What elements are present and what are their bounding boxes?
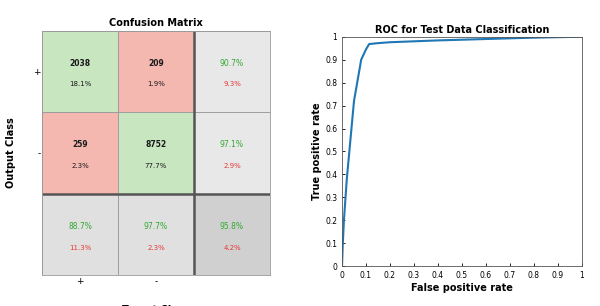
Text: 18.1%: 18.1% bbox=[69, 81, 91, 88]
Bar bbox=[118, 31, 194, 112]
Text: 209: 209 bbox=[148, 59, 164, 68]
Text: 2.9%: 2.9% bbox=[223, 163, 241, 169]
Bar bbox=[42, 31, 118, 112]
Text: 11.3%: 11.3% bbox=[69, 245, 91, 251]
Bar bbox=[118, 194, 194, 275]
Y-axis label: True positive rate: True positive rate bbox=[312, 103, 322, 200]
Text: 77.7%: 77.7% bbox=[145, 163, 167, 169]
X-axis label: False positive rate: False positive rate bbox=[411, 283, 513, 293]
Text: 4.2%: 4.2% bbox=[223, 245, 241, 251]
Title: ROC for Test Data Classification: ROC for Test Data Classification bbox=[375, 24, 549, 35]
Text: 97.7%: 97.7% bbox=[144, 222, 168, 231]
Text: 97.1%: 97.1% bbox=[220, 140, 244, 149]
X-axis label: Target Class: Target Class bbox=[122, 305, 190, 306]
Text: 1.9%: 1.9% bbox=[147, 81, 165, 88]
Text: 95.8%: 95.8% bbox=[220, 222, 244, 231]
Bar bbox=[194, 112, 270, 194]
Bar bbox=[42, 194, 118, 275]
Text: 9.3%: 9.3% bbox=[223, 81, 241, 88]
Y-axis label: Output Class: Output Class bbox=[7, 118, 16, 188]
Text: 2.3%: 2.3% bbox=[71, 163, 89, 169]
Bar bbox=[194, 194, 270, 275]
Bar bbox=[118, 112, 194, 194]
Bar bbox=[42, 112, 118, 194]
Text: 88.7%: 88.7% bbox=[68, 222, 92, 231]
Text: 259: 259 bbox=[72, 140, 88, 149]
Bar bbox=[194, 31, 270, 112]
Text: 8752: 8752 bbox=[145, 140, 167, 149]
Text: 2038: 2038 bbox=[70, 59, 91, 68]
Text: 90.7%: 90.7% bbox=[220, 59, 244, 68]
Title: Confusion Matrix: Confusion Matrix bbox=[109, 18, 203, 28]
Text: 2.3%: 2.3% bbox=[147, 245, 165, 251]
